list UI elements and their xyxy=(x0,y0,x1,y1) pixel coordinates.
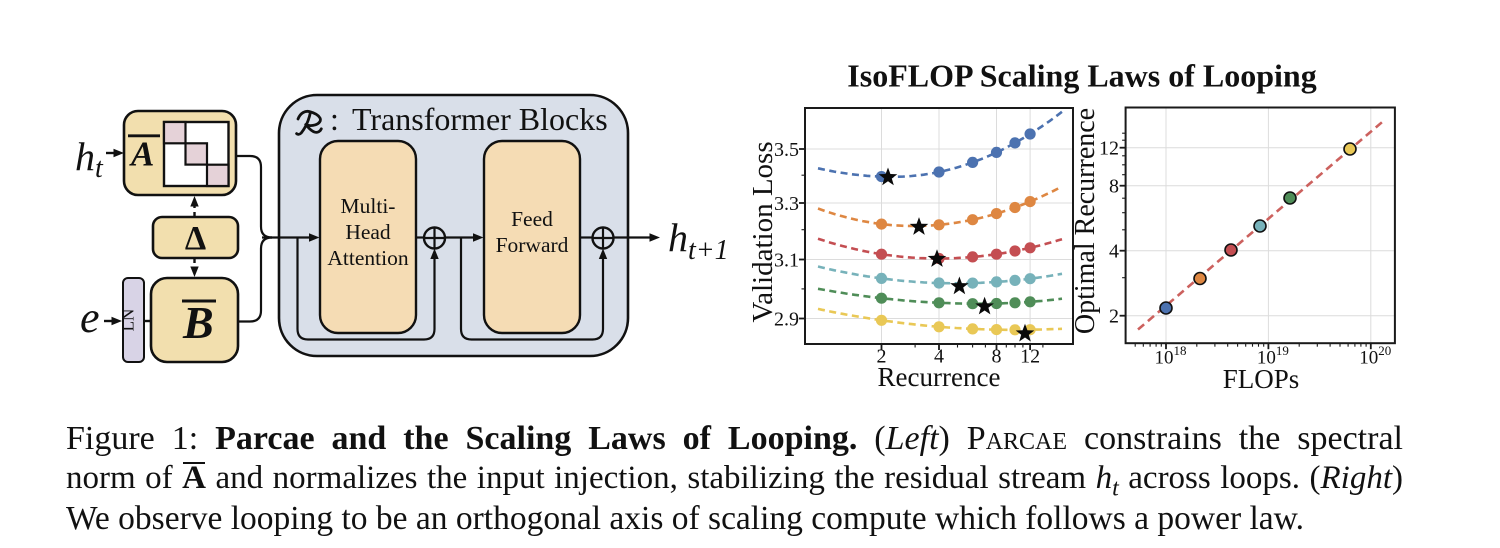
svg-text:Transformer Blocks: Transformer Blocks xyxy=(352,101,608,137)
svg-text:8: 8 xyxy=(1109,176,1119,198)
svg-text:e: e xyxy=(80,293,100,342)
svg-text:2.9: 2.9 xyxy=(774,309,799,331)
svg-text:8: 8 xyxy=(992,346,1002,368)
svg-text:IsoFLOP Scaling Laws of Loopin: IsoFLOP Scaling Laws of Looping xyxy=(847,58,1316,94)
svg-text:Head: Head xyxy=(345,220,391,244)
svg-text:Δ: Δ xyxy=(185,220,206,257)
svg-text:ht+1: ht+1 xyxy=(668,215,729,266)
svg-text:Attention: Attention xyxy=(327,246,408,270)
svg-text:3.5: 3.5 xyxy=(774,139,799,161)
svg-text:Recurrence: Recurrence xyxy=(878,362,1001,392)
svg-text:ht: ht xyxy=(75,134,104,184)
svg-text:Forward: Forward xyxy=(496,233,569,257)
svg-text:Multi-: Multi- xyxy=(341,194,396,218)
svg-text:FLOPs: FLOPs xyxy=(1223,364,1300,394)
svg-text:1020: 1020 xyxy=(1359,343,1391,369)
svg-text::: : xyxy=(330,101,339,137)
svg-text:4: 4 xyxy=(934,346,944,368)
svg-text:2: 2 xyxy=(1109,306,1119,328)
svg-text:1019: 1019 xyxy=(1257,343,1289,369)
svg-text:4: 4 xyxy=(1109,241,1119,263)
svg-text:1018: 1018 xyxy=(1155,343,1187,369)
svg-text:B: B xyxy=(182,297,214,348)
svg-text:2: 2 xyxy=(877,346,887,368)
svg-text:12: 12 xyxy=(1020,346,1040,368)
svg-text:A: A xyxy=(129,135,154,174)
svg-text:3.3: 3.3 xyxy=(774,193,799,215)
svg-text:Feed: Feed xyxy=(511,207,553,231)
svg-text:Optimal Recurrence: Optimal Recurrence xyxy=(1070,108,1101,334)
svg-text:3.1: 3.1 xyxy=(774,250,799,272)
svg-text:LN: LN xyxy=(119,309,138,332)
svg-text:Validation Loss: Validation Loss xyxy=(747,141,779,322)
svg-text:12: 12 xyxy=(1099,138,1119,160)
